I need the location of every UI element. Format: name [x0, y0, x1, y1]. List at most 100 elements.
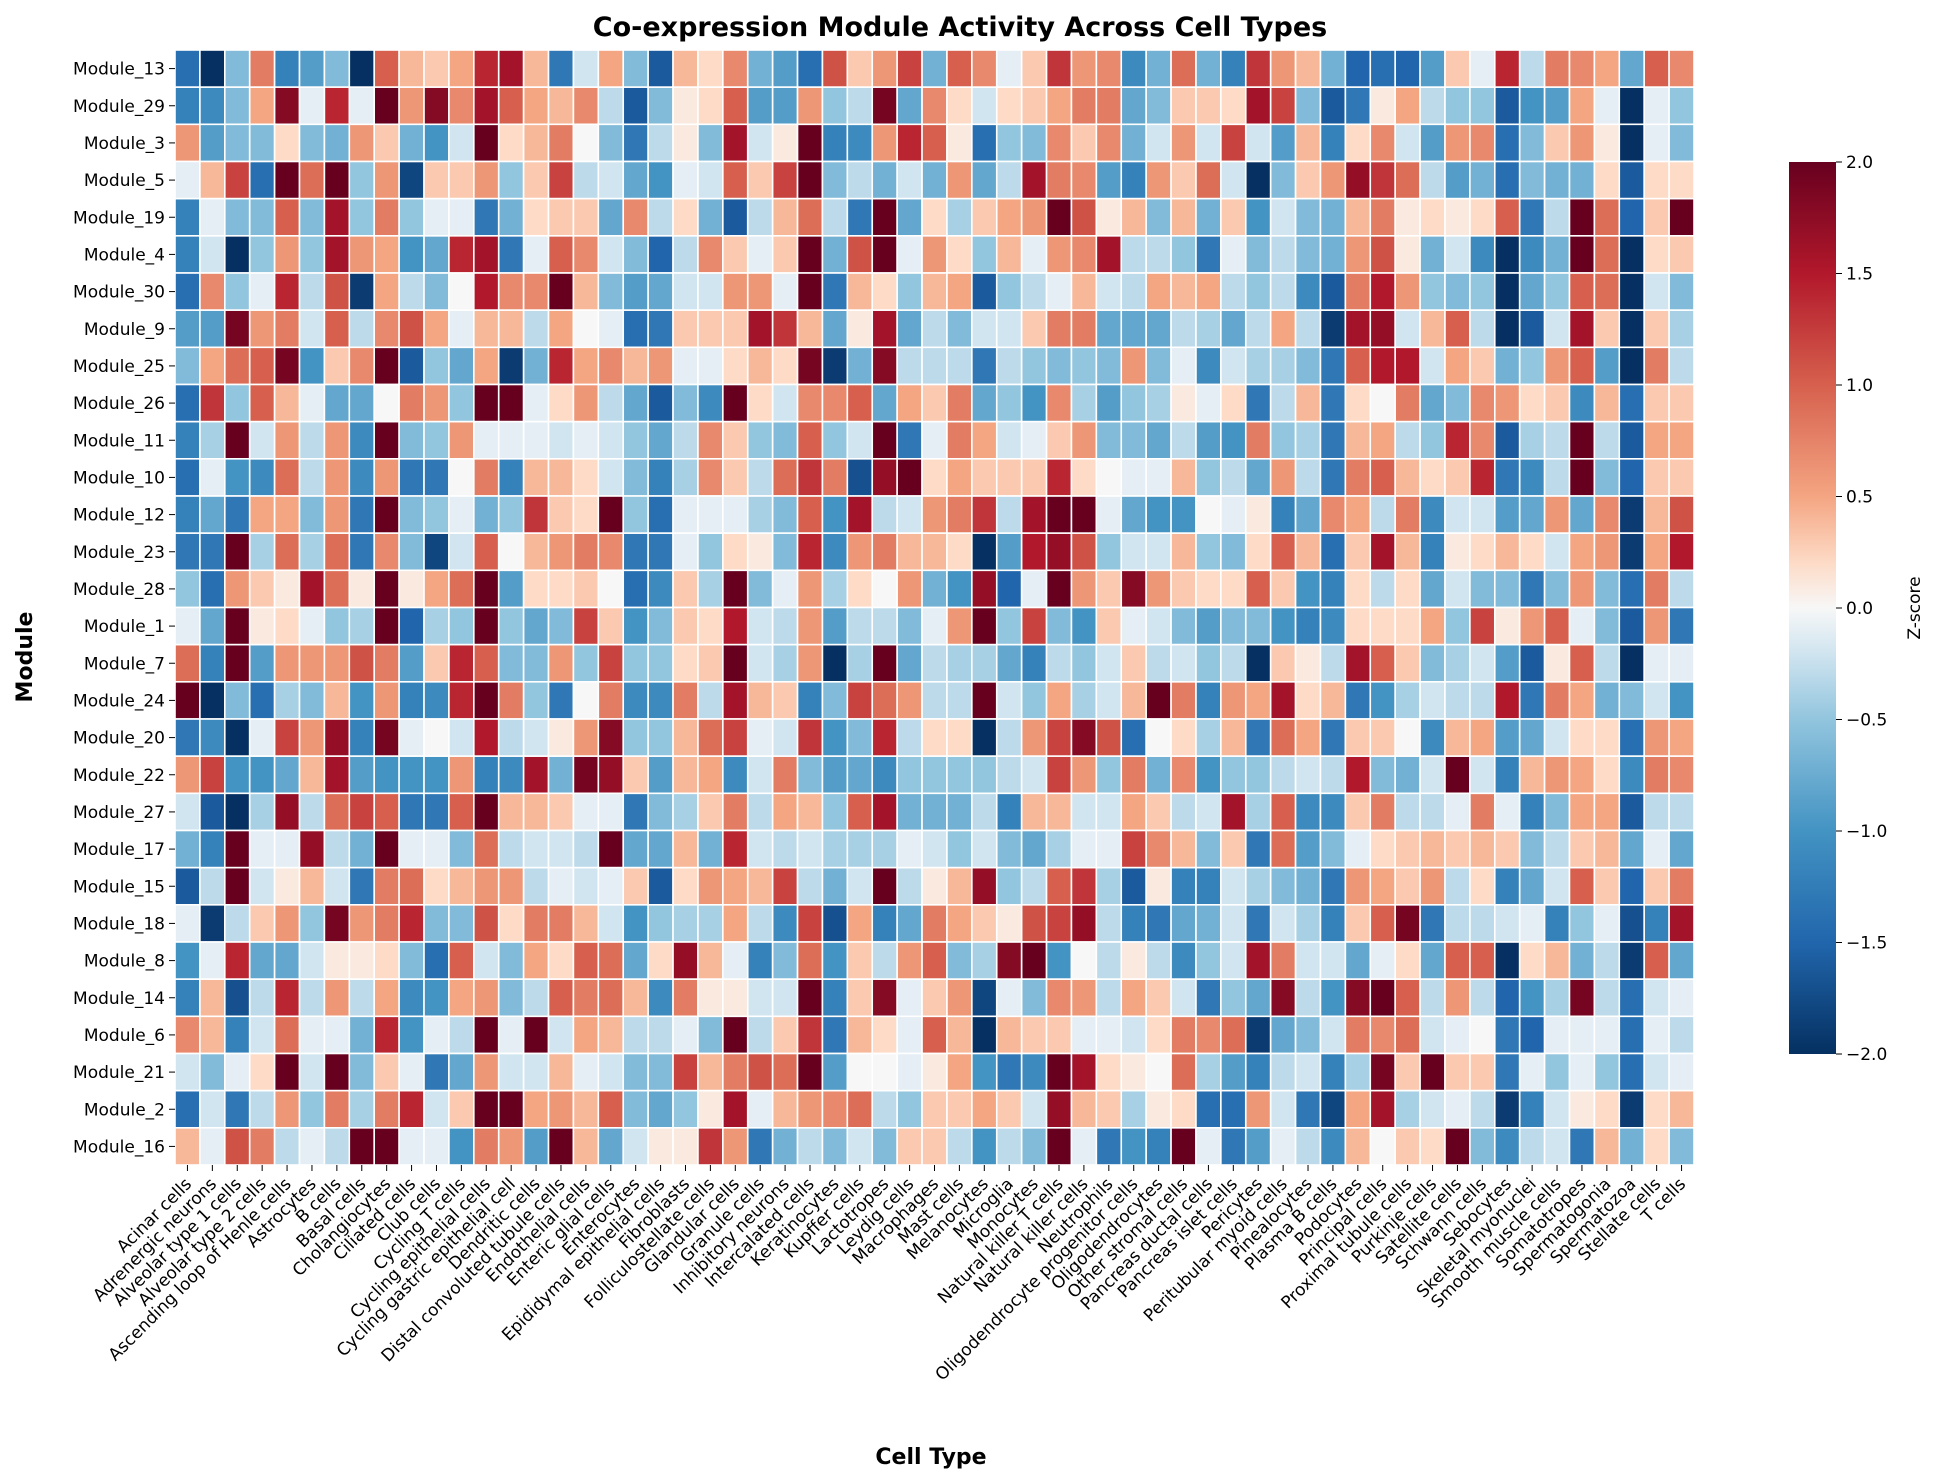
heatmap-cell — [1618, 197, 1645, 237]
heatmap-cell — [373, 458, 400, 497]
heatmap-cell — [1170, 569, 1197, 609]
heatmap-cell — [846, 681, 874, 720]
heatmap-cell — [1020, 978, 1048, 1018]
heatmap-cell — [771, 197, 799, 237]
heatmap-cell — [697, 792, 724, 832]
heatmap-cell — [1170, 1127, 1197, 1166]
heatmap-cell — [771, 309, 799, 349]
heatmap-cell — [473, 532, 500, 572]
heatmap-cell — [398, 309, 425, 349]
heatmap-cell — [1344, 792, 1372, 832]
heatmap-cell — [1668, 829, 1695, 869]
heatmap-cell — [722, 643, 749, 683]
heatmap-cell — [1020, 866, 1048, 906]
heatmap-cell — [348, 197, 376, 237]
heatmap-cell — [1344, 272, 1372, 311]
heatmap-cell — [224, 1127, 251, 1166]
heatmap-cell — [248, 309, 276, 349]
heatmap-cell — [547, 755, 575, 795]
heatmap-cell — [423, 755, 450, 795]
heatmap-cell — [921, 1089, 948, 1129]
heatmap-cell — [323, 569, 351, 609]
heatmap-cell — [1493, 86, 1521, 126]
heatmap-cell — [522, 495, 550, 534]
heatmap-cell — [1020, 829, 1048, 869]
heatmap-cell — [1593, 718, 1621, 757]
heatmap-cell — [248, 420, 276, 460]
heatmap-cell — [547, 829, 575, 869]
heatmap-cell — [971, 160, 998, 200]
heatmap-cell — [971, 904, 998, 943]
heatmap-cell — [796, 866, 824, 906]
heatmap-cell — [273, 458, 301, 497]
heatmap-cell — [1518, 532, 1546, 572]
heatmap-cell — [871, 160, 898, 200]
heatmap-cell — [647, 978, 674, 1018]
heatmap-cell — [248, 197, 276, 237]
heatmap-cell — [298, 383, 326, 423]
heatmap-cell — [597, 606, 625, 646]
heatmap-cell — [1319, 420, 1347, 460]
heatmap-cell — [1145, 383, 1172, 423]
heatmap-cell — [199, 606, 226, 646]
heatmap-cell — [672, 532, 699, 572]
heatmap-cell — [821, 123, 849, 163]
heatmap-cell — [248, 978, 276, 1018]
heatmap-cell — [448, 681, 475, 720]
heatmap-cell — [846, 829, 874, 869]
heatmap-cell — [1543, 197, 1571, 237]
heatmap-cell — [1319, 718, 1347, 757]
heatmap-cell — [572, 160, 600, 200]
heatmap-cell — [995, 86, 1023, 126]
heatmap-cell — [1195, 569, 1222, 609]
heatmap-cell — [1419, 1015, 1446, 1055]
heatmap-cell — [796, 86, 824, 126]
heatmap-cell — [995, 309, 1023, 349]
heatmap-cell — [1419, 346, 1446, 386]
heatmap-cell — [995, 1127, 1023, 1166]
heatmap-cell — [771, 272, 799, 311]
heatmap-cell — [995, 1089, 1023, 1129]
heatmap-cell — [1244, 941, 1272, 980]
heatmap-cell — [1419, 1052, 1446, 1092]
heatmap-cell — [597, 792, 625, 832]
heatmap-cell — [1020, 904, 1048, 943]
heatmap-cell — [995, 1015, 1023, 1055]
heatmap-cell — [323, 1127, 351, 1166]
heatmap-cell — [1469, 792, 1496, 832]
heatmap-cell — [697, 681, 724, 720]
heatmap-cell — [174, 309, 201, 349]
heatmap-cell — [796, 495, 824, 534]
y-tick-label: Module_18 — [73, 914, 165, 934]
heatmap-cell — [224, 532, 251, 572]
heatmap-cell — [1170, 346, 1197, 386]
heatmap-cell — [448, 755, 475, 795]
heatmap-cell — [1618, 606, 1645, 646]
heatmap-cell — [1518, 792, 1546, 832]
heatmap-cell — [1145, 197, 1172, 237]
y-tick-label: Module_4 — [84, 245, 165, 265]
heatmap-cell — [298, 941, 326, 980]
heatmap-cell — [224, 569, 251, 609]
colorbar-tick-label: 1.5 — [1846, 265, 1873, 285]
heatmap-cell — [448, 1127, 475, 1166]
heatmap-cell — [248, 532, 276, 572]
heatmap-cell — [1145, 309, 1172, 349]
heatmap-cell — [1244, 86, 1272, 126]
heatmap-cell — [473, 495, 500, 534]
heatmap-cell — [248, 904, 276, 943]
heatmap-cell — [946, 49, 973, 88]
heatmap-cell — [796, 346, 824, 386]
heatmap-cell — [821, 458, 849, 497]
heatmap-cell — [248, 49, 276, 88]
heatmap-cell — [1319, 532, 1347, 572]
heatmap-cell — [1344, 978, 1372, 1018]
heatmap-cell — [1394, 606, 1421, 646]
heatmap-cell — [448, 420, 475, 460]
heatmap-cell — [622, 643, 649, 683]
heatmap-cell — [622, 569, 649, 609]
heatmap-cell — [647, 606, 674, 646]
heatmap-cell — [1419, 197, 1446, 237]
heatmap-cell — [597, 235, 625, 274]
heatmap-cell — [771, 829, 799, 869]
